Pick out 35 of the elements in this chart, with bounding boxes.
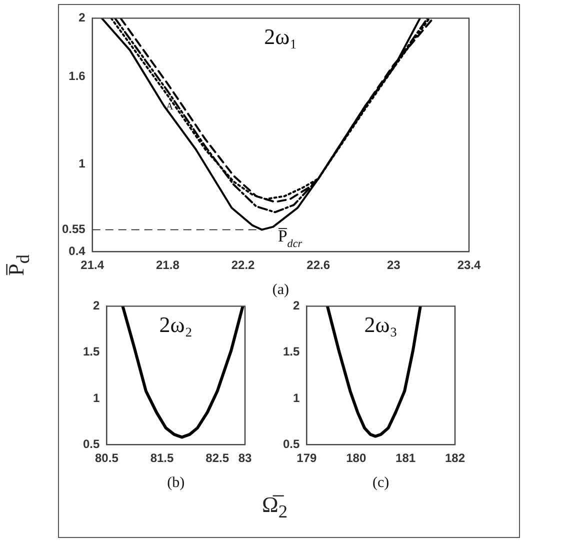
x-axis-title: Ω̅$_{2}$ (262, 492, 288, 522)
text: (b) (167, 475, 185, 491)
y-tick-label: 2 (92, 298, 100, 313)
y-tick-label: 0.5 (82, 436, 100, 451)
x-tick-label: 80.5 (95, 451, 119, 466)
x-tick-label: 22.6 (306, 258, 330, 272)
x-tick-label: 23 (386, 258, 401, 272)
text: (c) (372, 475, 390, 491)
x-tick-label: 21.4 (80, 258, 104, 272)
x-tick-label: 182 (444, 451, 466, 466)
y-tick-label: 0.55 (62, 222, 86, 236)
text: (a) (272, 282, 290, 298)
x-tick-label: 81.5 (150, 451, 174, 466)
y-tick-label: 1.6 (68, 68, 86, 83)
x-tick-label: 83 (238, 451, 252, 466)
y-tick-label: 1 (92, 390, 100, 405)
x-tick-label: 180 (346, 451, 366, 466)
y-tick-label: 2 (78, 10, 86, 25)
y-tick-label: 1 (292, 390, 300, 405)
chart-title: 2ω₃ (364, 312, 398, 338)
y-tick-label: 1 (78, 156, 86, 170)
chart-title: 2ω₂ (159, 312, 192, 338)
y-tick-label: 0.4 (68, 244, 86, 258)
y-tick-label: 1.5 (82, 344, 100, 359)
y-tick-label: 2 (292, 298, 300, 313)
x-tick-label: 21.8 (156, 258, 180, 272)
y-tick-label: 1.5 (282, 344, 300, 359)
x-tick-label: 22.2 (231, 258, 256, 272)
x-tick-label: 82.5 (206, 451, 230, 466)
x-tick-label: 179 (296, 451, 318, 466)
x-tick-label: 23.4 (457, 258, 481, 272)
annotation: A (166, 102, 174, 113)
y-tick-label: 0.5 (282, 436, 300, 451)
x-tick-label: 181 (396, 451, 416, 466)
chart-title: 2ω₁ (264, 24, 298, 50)
